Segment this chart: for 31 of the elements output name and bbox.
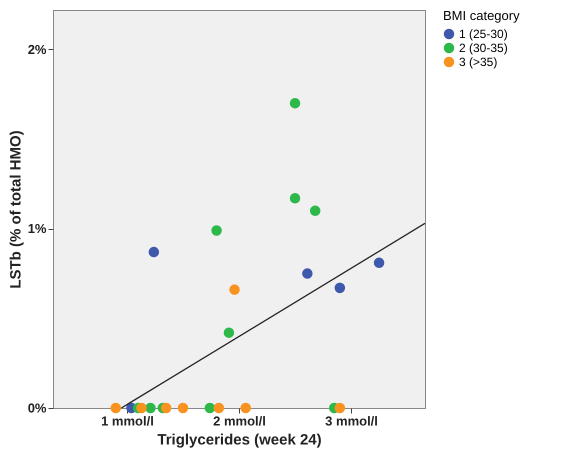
point (160, 402, 172, 414)
x-axis-title: Triglycerides (week 24) (157, 432, 322, 448)
y-axis-title: LSTb (% of total HMO) (8, 130, 25, 289)
x-tick-label: 3 mmol/l (325, 414, 378, 428)
point (136, 402, 147, 414)
point (374, 258, 384, 268)
point (310, 206, 320, 216)
y-tick-label: 1% (28, 221, 47, 236)
point (211, 225, 222, 236)
y-tick-label: 0% (28, 400, 47, 416)
point (334, 402, 346, 414)
point (110, 402, 121, 414)
point (290, 193, 300, 204)
legend-label: 3 (>35) (459, 55, 498, 69)
point (214, 402, 224, 414)
point (204, 402, 216, 414)
point (290, 98, 300, 108)
point (145, 402, 156, 414)
y-tick-label: 2% (28, 42, 47, 57)
x-tick-label: 1 mmol/l (101, 414, 154, 428)
point (178, 402, 188, 414)
point (148, 246, 160, 258)
point (229, 284, 240, 295)
legend-label: 2 (30-35) (459, 41, 508, 55)
point (240, 402, 251, 414)
legend-label: 1 (25-30) (459, 27, 508, 41)
point (302, 268, 313, 279)
point (334, 282, 346, 294)
legend-title: BMI category (443, 8, 520, 23)
x-tick-label: 2 mmol/l (213, 414, 266, 428)
point (224, 327, 234, 338)
